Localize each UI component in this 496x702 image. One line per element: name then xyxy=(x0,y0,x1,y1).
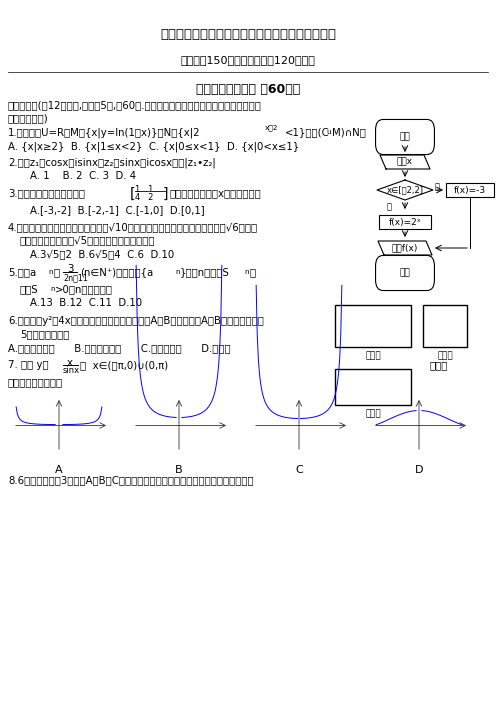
Text: n: n xyxy=(244,269,248,275)
Polygon shape xyxy=(377,180,433,200)
Text: （满分：150分，考试时间：120分钟）: （满分：150分，考试时间：120分钟） xyxy=(181,55,315,65)
Text: x－2: x－2 xyxy=(265,124,278,131)
Text: }的前n项和为S: }的前n项和为S xyxy=(180,267,230,277)
Text: A.13  B.12  C.11  D.10: A.13 B.12 C.11 D.10 xyxy=(30,298,142,308)
Text: M)∩N＝: M)∩N＝ xyxy=(332,127,366,137)
Text: A. {x|x≥2}  B. {x|1≤x<2}  C. {x|0≤x<1}  D. {x|0<x≤1}: A. {x|x≥2} B. {x|1≤x<2} C. {x|0≤x<1} D. … xyxy=(8,141,299,152)
Text: 1.已知全集U=R，M＝{x|y=ln(1－x)}，N＝{x|2: 1.已知全集U=R，M＝{x|y=ln(1－x)}，N＝{x|2 xyxy=(8,127,200,138)
Text: C: C xyxy=(295,465,303,475)
Text: 5.已知a: 5.已知a xyxy=(8,267,36,277)
Text: 合题目要求的): 合题目要求的) xyxy=(8,113,49,123)
Bar xyxy=(423,305,467,347)
Text: <1}，则(C: <1}，则(C xyxy=(285,127,330,137)
Text: 视图中的投影长度为√5，则该长方体的全面积为: 视图中的投影长度为√5，则该长方体的全面积为 xyxy=(20,235,156,245)
Text: B: B xyxy=(175,465,183,475)
Text: ，  x∈(－π,0)∪(0,π): ， x∈(－π,0)∪(0,π) xyxy=(80,360,168,370)
Text: ＝: ＝ xyxy=(54,267,60,277)
Text: 是: 是 xyxy=(387,202,392,211)
FancyBboxPatch shape xyxy=(375,119,434,154)
Text: >0的n的最小值为: >0的n的最小值为 xyxy=(55,284,113,294)
Text: 侧视图: 侧视图 xyxy=(437,351,453,360)
Polygon shape xyxy=(380,155,430,169)
Text: 4   2: 4 2 xyxy=(135,193,153,202)
Text: 正视图: 正视图 xyxy=(365,351,381,360)
Text: 2.复数z₁＝cosx－isinx，z₂＝sinx－icosx，则|z₁•z₂|: 2.复数z₁＝cosx－isinx，z₂＝sinx－icosx，则|z₁•z₂| xyxy=(8,157,216,168)
Text: 一、选择题(共12个小题,每小题5分,计60分.在每小题给出的四个选项中，只有一项是符: 一、选择题(共12个小题,每小题5分,计60分.在每小题给出的四个选项中，只有一… xyxy=(8,100,262,110)
FancyBboxPatch shape xyxy=(375,256,434,291)
Text: sinx: sinx xyxy=(63,366,80,375)
Bar xyxy=(335,369,411,405)
Text: (n∈N⁺)，记数列{a: (n∈N⁺)，记数列{a xyxy=(80,267,153,277)
Text: A: A xyxy=(55,465,63,475)
Text: 的图像: 的图像 xyxy=(430,360,448,370)
Text: n: n xyxy=(50,286,55,292)
Bar xyxy=(335,305,411,347)
Text: 3.如果输出的函数值在区间: 3.如果输出的函数值在区间 xyxy=(8,188,85,198)
Text: u: u xyxy=(326,129,331,135)
Text: f(x)=-3: f(x)=-3 xyxy=(454,185,486,194)
Text: 结束: 结束 xyxy=(400,268,410,277)
Text: 6.过抛物线y²＝4x焦点的条直线与抛物线相交于A、B两点，若点A、B横坐标之和等于: 6.过抛物线y²＝4x焦点的条直线与抛物线相交于A、B两点，若点A、B横坐标之和… xyxy=(8,316,264,326)
Text: 2n－11: 2n－11 xyxy=(63,273,88,282)
Text: 输入x: 输入x xyxy=(397,157,413,166)
Text: 则使S: 则使S xyxy=(20,284,39,294)
Text: 高考数学高三模拟试卷试题压轴押题理科数学试题: 高考数学高三模拟试卷试题压轴押题理科数学试题 xyxy=(160,28,336,41)
Text: 7. 函数 y＝: 7. 函数 y＝ xyxy=(8,360,49,370)
Text: D: D xyxy=(415,465,423,475)
Text: 开始: 开始 xyxy=(400,133,410,142)
Text: 8.6名同学安排到3个社区A、B、C参加服务，每个社区安排两名同学，其中甲同学必: 8.6名同学安排到3个社区A、B、C参加服务，每个社区安排两名同学，其中甲同学必 xyxy=(8,475,253,485)
Text: f(x)=2ˣ: f(x)=2ˣ xyxy=(389,218,422,227)
Text: [: [ xyxy=(130,187,135,201)
Text: x: x xyxy=(67,358,73,368)
Text: x∈[－2,2]: x∈[－2,2] xyxy=(386,185,424,194)
Text: 第一部分（选择题 共60分）: 第一部分（选择题 共60分） xyxy=(196,83,300,96)
Polygon shape xyxy=(378,241,432,255)
Text: A.[-3,-2]  B.[-2,-1]  C.[-1,0]  D.[0,1]: A.[-3,-2] B.[-2,-1] C.[-1,0] D.[0,1] xyxy=(30,205,205,215)
Text: 5，则这样的直线: 5，则这样的直线 xyxy=(20,329,69,339)
Text: 3: 3 xyxy=(67,264,73,274)
Text: 内，则输入的实数x的取值范围是: 内，则输入的实数x的取值范围是 xyxy=(169,188,261,198)
Text: 可能是下列图形中的: 可能是下列图形中的 xyxy=(8,377,63,387)
Text: 否: 否 xyxy=(435,182,440,191)
Text: A. 1    B. 2  C. 3  D. 4: A. 1 B. 2 C. 3 D. 4 xyxy=(30,171,136,181)
Text: ]: ] xyxy=(163,187,169,201)
Text: 4.某长方体的三视图如右图，长度为√10的体对角线在正视图中的投影长度为√6，在侧: 4.某长方体的三视图如右图，长度为√10的体对角线在正视图中的投影长度为√6，在… xyxy=(8,222,258,232)
Text: n: n xyxy=(175,269,180,275)
Text: 输出f(x): 输出f(x) xyxy=(392,244,418,253)
Bar xyxy=(446,183,494,197)
Text: 1   1: 1 1 xyxy=(135,185,153,194)
Text: A.有且仅有一条      B.有且仅有两条      C.有无穷多条      D.不存在: A.有且仅有一条 B.有且仅有两条 C.有无穷多条 D.不存在 xyxy=(8,343,231,353)
Text: ，: ， xyxy=(249,267,255,277)
Bar xyxy=(379,215,431,229)
Text: 俯视图: 俯视图 xyxy=(365,409,381,418)
Text: n: n xyxy=(48,269,53,275)
Text: A.3√5＋2  B.6√5＋4  C.6  D.10: A.3√5＋2 B.6√5＋4 C.6 D.10 xyxy=(30,249,174,259)
